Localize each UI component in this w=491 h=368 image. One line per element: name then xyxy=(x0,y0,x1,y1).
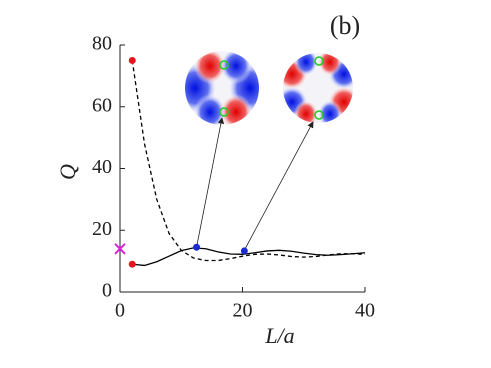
series-line xyxy=(132,247,366,267)
y-axis-label: Q xyxy=(55,164,80,180)
x-tick-label: 40 xyxy=(355,300,375,322)
marker-dot xyxy=(128,260,136,268)
marker-dot xyxy=(128,56,136,64)
marker-dot xyxy=(193,243,201,251)
series-line xyxy=(131,60,366,262)
y-tick-label: 20 xyxy=(92,218,112,240)
arrow xyxy=(196,117,225,246)
inset-mode-1 xyxy=(185,51,259,125)
panel-label: (b) xyxy=(330,11,360,40)
y-tick-label: 40 xyxy=(92,156,112,178)
x-tick-label: 0 xyxy=(115,300,125,322)
x-axis-label: L/a xyxy=(264,323,294,348)
y-tick-label: 80 xyxy=(92,33,112,55)
marker-cross xyxy=(114,243,126,255)
y-tick-label: 60 xyxy=(92,94,112,116)
marker-dot xyxy=(240,247,248,255)
arrow xyxy=(244,121,314,250)
x-tick-label: 20 xyxy=(233,300,253,322)
inset-mode-2 xyxy=(283,53,353,123)
y-tick-label: 0 xyxy=(102,280,112,302)
